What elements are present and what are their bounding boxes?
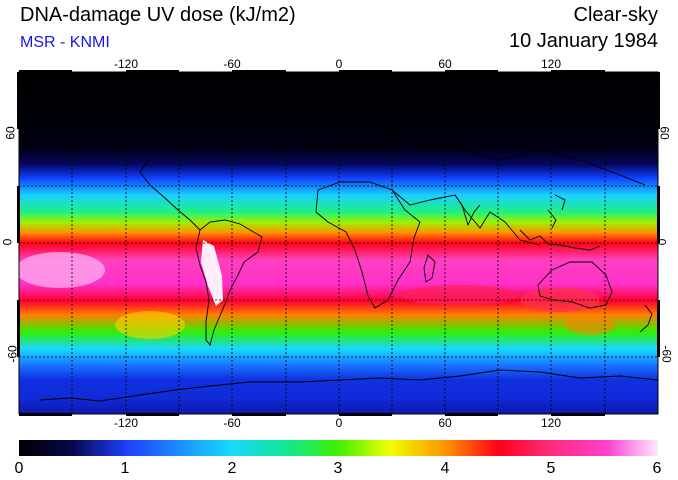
colorbar-label-2: 2 [227, 460, 237, 477]
sky-condition: Clear-sky [573, 4, 658, 26]
colorbar-label-0: 0 [14, 460, 24, 477]
lon-tick-bottom-minus60: -60 [223, 416, 241, 430]
date-label: 10 January 1984 [508, 30, 658, 52]
dose-patch-south-atlantic [400, 285, 520, 305]
colorbar-label-1: 1 [120, 460, 130, 477]
colorbar-label-4: 4 [440, 460, 450, 477]
lon-tick-bottom-minus120: -120 [113, 416, 139, 430]
coastlines [39, 101, 658, 402]
colorbar-label-3: 3 [333, 460, 343, 477]
lon-tick-top-60: 60 [438, 57, 452, 71]
source-label: MSR - KNMI [20, 34, 110, 51]
dose-patch-east-pacific [19, 252, 105, 288]
lon-tick-bottom-120: 120 [540, 416, 562, 430]
lon-tick-top-120: 120 [540, 57, 562, 71]
lon-tick-bottom-60: 60 [438, 416, 452, 430]
dose-field [19, 72, 658, 414]
lon-tick-top-0: 0 [335, 57, 343, 71]
chart-title: DNA-damage UV dose (kJ/m2) [20, 4, 296, 26]
lon-tick-bottom-0: 0 [335, 416, 343, 430]
colorbar-label-6: 6 [652, 460, 662, 477]
colorbar [19, 440, 658, 456]
lon-tick-top-minus60: -60 [223, 57, 241, 71]
dose-patch-south-pacific [115, 311, 185, 339]
andes-high-dose [201, 240, 223, 306]
lon-tick-top-minus120: -120 [113, 57, 139, 71]
frame-scale-bars [17, 70, 660, 416]
dose-patch-tasman [565, 315, 615, 335]
colorbar-label-5: 5 [546, 460, 556, 477]
graticule [19, 72, 658, 414]
